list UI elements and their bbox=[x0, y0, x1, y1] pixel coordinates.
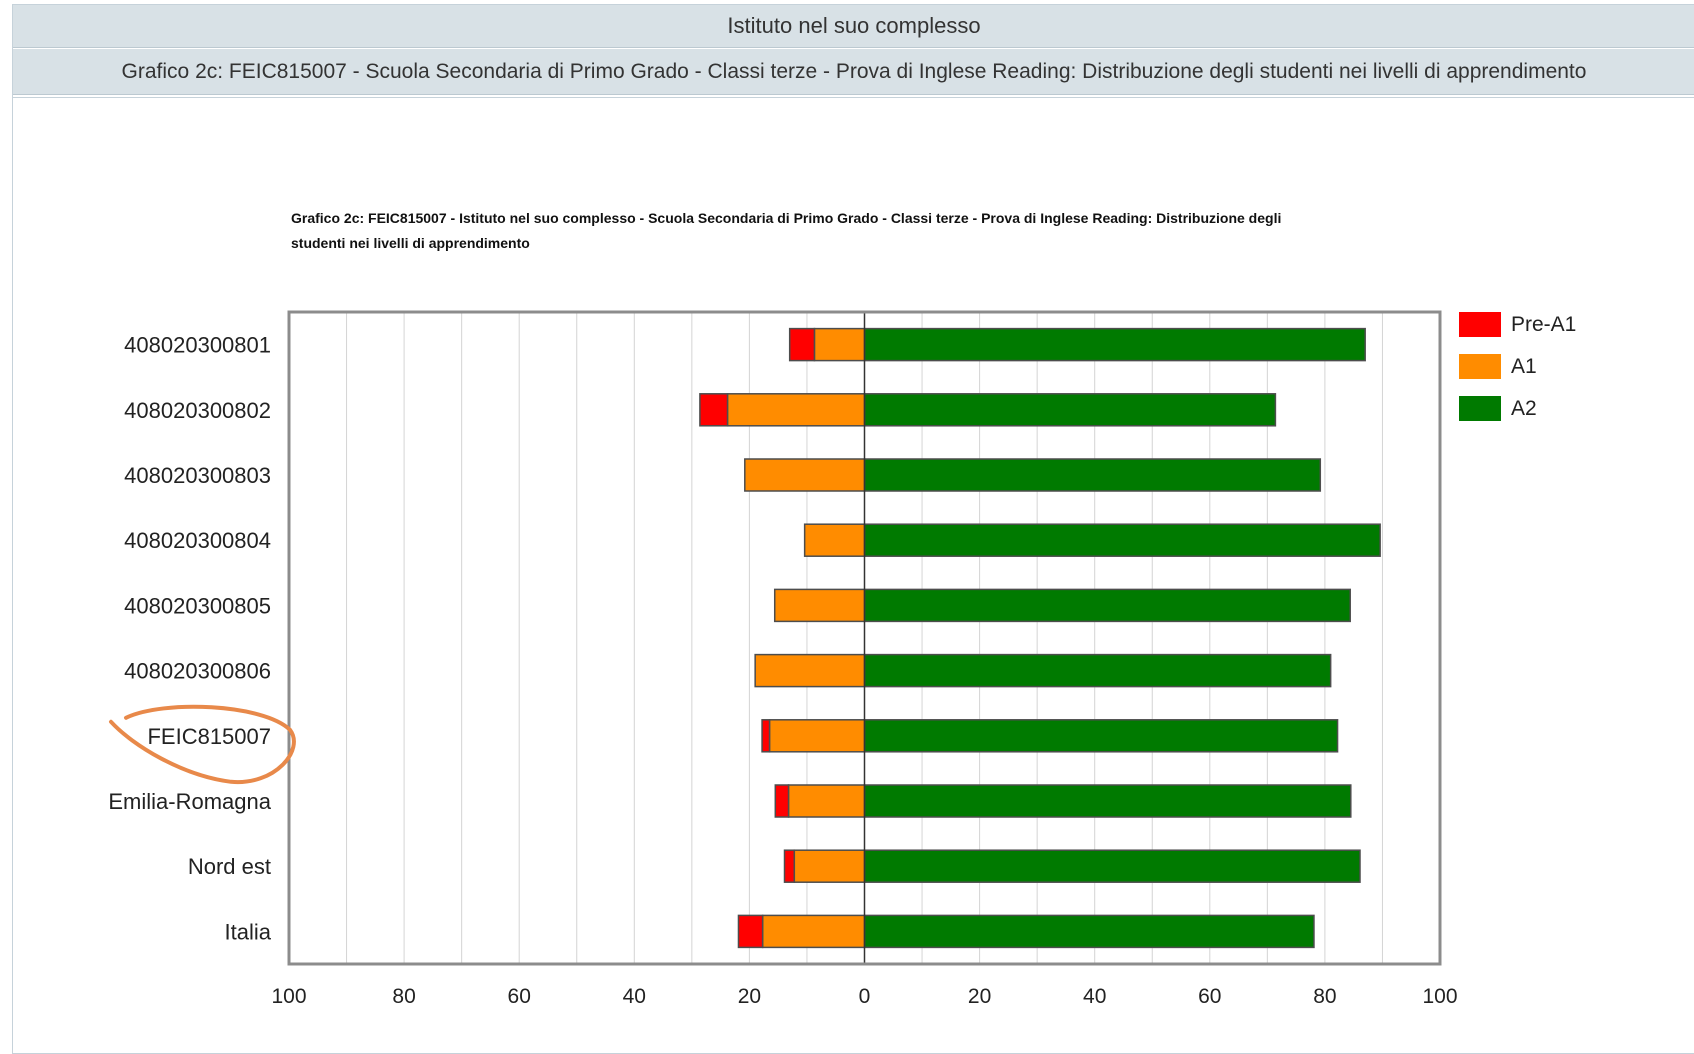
bar-a2 bbox=[863, 458, 1322, 492]
report-panel: Istituto nel suo complesso Grafico 2c: F… bbox=[12, 4, 1694, 1054]
bar-a1 bbox=[813, 327, 866, 362]
bar-a1 bbox=[744, 458, 866, 492]
category-label: FEIC815007 bbox=[147, 724, 271, 749]
x-tick-label: 100 bbox=[1422, 985, 1457, 1008]
x-tick-label: 0 bbox=[859, 985, 871, 1008]
bar-a1 bbox=[773, 588, 866, 623]
bar-pre-a1 bbox=[737, 914, 764, 949]
category-label: 408020300806 bbox=[124, 659, 271, 684]
bar-a2 bbox=[863, 719, 1339, 753]
x-tick-label: 20 bbox=[968, 985, 991, 1008]
chart-title-line: studenti nei livelli di apprendimento bbox=[291, 235, 530, 251]
bar-a1 bbox=[803, 523, 866, 557]
bar-a1 bbox=[787, 784, 866, 818]
bar-a2 bbox=[863, 849, 1361, 883]
bar-a1 bbox=[726, 393, 866, 427]
category-label: 408020300801 bbox=[124, 333, 271, 358]
x-tick-label: 100 bbox=[271, 985, 306, 1008]
category-label: Nord est bbox=[188, 854, 271, 879]
legend-label: A1 bbox=[1511, 355, 1537, 378]
bar-pre-a1 bbox=[783, 849, 796, 883]
bar-a2 bbox=[863, 523, 1381, 557]
x-tick-label: 80 bbox=[1313, 985, 1336, 1008]
x-tick-label: 40 bbox=[623, 985, 646, 1008]
bar-chart: Grafico 2c: FEIC815007 - Istituto nel su… bbox=[108, 210, 1576, 1008]
bar-pre-a1 bbox=[761, 719, 771, 753]
section-title: Istituto nel suo complesso bbox=[13, 5, 1694, 48]
bar-a1 bbox=[761, 914, 866, 949]
category-label: 408020300804 bbox=[124, 528, 271, 553]
legend-swatch bbox=[1459, 312, 1501, 337]
bar-a1 bbox=[754, 653, 866, 688]
bar-a1 bbox=[768, 719, 866, 753]
legend-swatch bbox=[1459, 396, 1501, 421]
bar-a2 bbox=[863, 588, 1351, 623]
chart-title-line: Grafico 2c: FEIC815007 - Istituto nel su… bbox=[291, 210, 1281, 226]
category-label: 408020300802 bbox=[124, 398, 271, 423]
category-label: 408020300805 bbox=[124, 593, 271, 618]
category-label: 408020300803 bbox=[124, 463, 271, 488]
bar-pre-a1 bbox=[788, 327, 816, 362]
bar-a2 bbox=[863, 327, 1366, 362]
category-label: Italia bbox=[225, 919, 272, 944]
x-tick-label: 20 bbox=[738, 985, 761, 1008]
x-tick-label: 60 bbox=[508, 985, 531, 1008]
x-tick-label: 40 bbox=[1083, 985, 1106, 1008]
bar-a1 bbox=[793, 849, 866, 883]
bar-pre-a1 bbox=[774, 784, 790, 818]
bar-a2 bbox=[863, 914, 1315, 949]
bar-a2 bbox=[863, 393, 1277, 427]
legend-swatch bbox=[1459, 354, 1501, 379]
bar-pre-a1 bbox=[699, 393, 729, 427]
bar-a2 bbox=[863, 784, 1352, 818]
x-tick-label: 80 bbox=[392, 985, 415, 1008]
plot-border bbox=[287, 310, 1442, 966]
chart-area: Grafico 2c: FEIC815007 - Istituto nel su… bbox=[13, 97, 1694, 1053]
highlight-circle-annotation bbox=[109, 704, 296, 784]
x-tick-label: 60 bbox=[1198, 985, 1221, 1008]
bar-a2 bbox=[863, 653, 1332, 688]
chart-caption: Grafico 2c: FEIC815007 - Scuola Secondar… bbox=[13, 49, 1694, 95]
legend-label: A2 bbox=[1511, 397, 1537, 420]
legend-label: Pre-A1 bbox=[1511, 313, 1576, 336]
category-label: Emilia-Romagna bbox=[108, 789, 271, 814]
